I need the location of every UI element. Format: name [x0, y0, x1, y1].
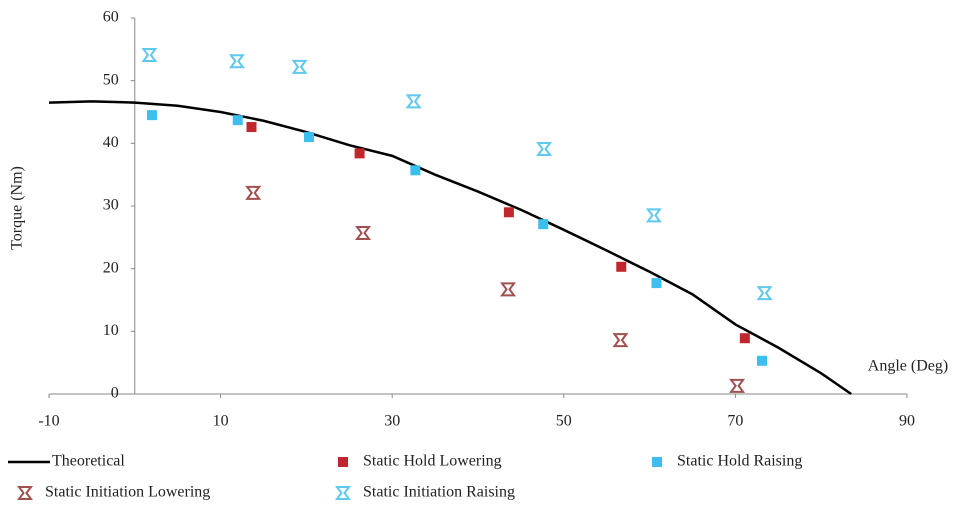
data-point	[291, 59, 308, 74]
data-point	[246, 122, 257, 133]
y-tick-label: 10	[103, 322, 119, 339]
legend-swatch	[338, 457, 348, 467]
data-point	[354, 148, 365, 159]
legend-label: Static Initiation Lowering	[45, 484, 210, 501]
y-tick-label: 30	[103, 197, 119, 214]
data-point	[303, 132, 314, 143]
y-tick-label: 60	[103, 9, 119, 26]
y-tick-label: 20	[103, 259, 119, 276]
legend-label: Theoretical	[52, 453, 125, 470]
data-point	[756, 355, 767, 366]
legend-label: Static Initiation Raising	[363, 484, 515, 501]
data-point	[228, 54, 245, 69]
data-point	[651, 278, 662, 289]
x-tick-label: 10	[213, 413, 229, 430]
legend-swatch	[17, 486, 33, 500]
data-point	[410, 165, 421, 176]
data-point	[538, 219, 549, 230]
x-axis-label: Angle (Deg)	[868, 358, 948, 375]
theoretical-line	[48, 100, 852, 396]
y-tick-label: 0	[111, 385, 119, 402]
data-point	[503, 207, 514, 218]
data-point	[616, 261, 627, 272]
legend-swatch	[652, 457, 662, 467]
x-tick-label: 70	[727, 413, 743, 430]
data-point	[500, 282, 517, 297]
data-point	[536, 141, 553, 156]
legend-label: Static Hold Raising	[677, 453, 802, 470]
data-point	[612, 333, 629, 348]
x-tick-label: 30	[384, 413, 400, 430]
x-tick-label: 50	[556, 413, 572, 430]
data-point	[146, 110, 157, 121]
data-point	[141, 47, 158, 62]
x-tick-label: -10	[38, 413, 59, 430]
legend-swatch	[335, 486, 351, 500]
x-tick-label: 90	[899, 413, 915, 430]
data-point	[245, 185, 262, 200]
legend-label: Static Hold Lowering	[363, 453, 502, 470]
y-axis-label: Torque (Nm)	[9, 166, 26, 250]
data-point	[232, 115, 243, 126]
data-point	[645, 208, 662, 223]
data-point	[729, 378, 746, 393]
data-point	[355, 225, 372, 240]
y-tick-label: 40	[103, 134, 119, 151]
y-tick-label: 50	[103, 71, 119, 88]
data-point	[405, 94, 422, 109]
data-point	[756, 286, 773, 301]
data-point	[739, 333, 750, 344]
